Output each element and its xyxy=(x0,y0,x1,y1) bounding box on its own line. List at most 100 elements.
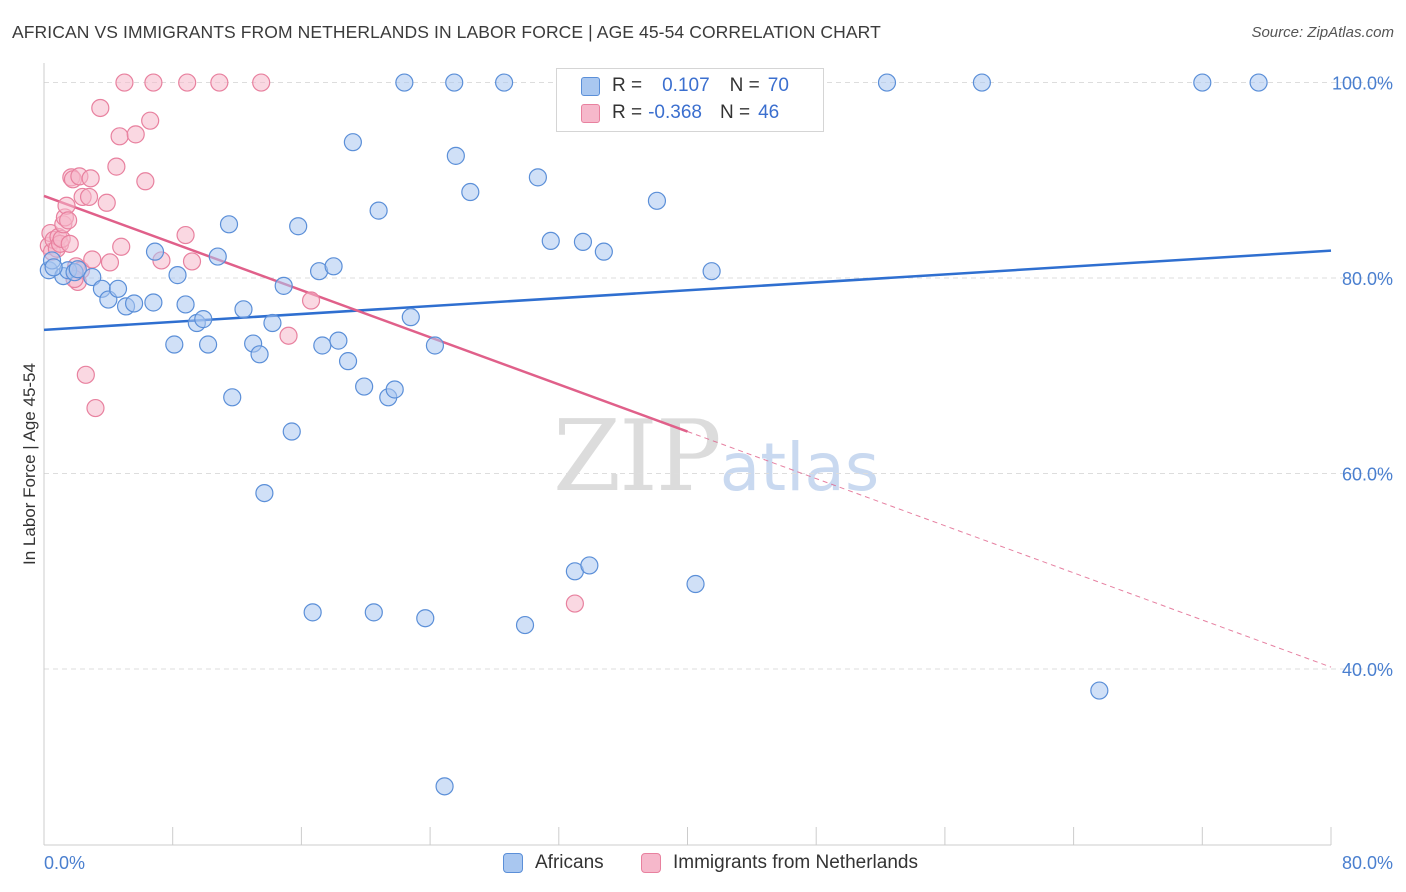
point-african xyxy=(124,294,144,313)
point-netherlands xyxy=(301,291,321,310)
point-netherlands xyxy=(210,73,229,92)
legend-n-value: 46 xyxy=(758,102,780,123)
point-african xyxy=(176,295,195,314)
point-african xyxy=(355,377,374,396)
point-african xyxy=(647,191,667,210)
point-african xyxy=(338,352,358,371)
point-african xyxy=(144,293,163,312)
point-african xyxy=(446,146,465,165)
legend-row-netherlands: R = -0.368 N = 46 xyxy=(581,100,779,126)
point-african xyxy=(324,257,343,276)
point-african xyxy=(686,574,705,594)
point-african xyxy=(972,73,992,92)
point-african xyxy=(68,260,87,279)
point-netherlands xyxy=(252,73,271,92)
point-african xyxy=(495,73,514,92)
point-netherlands xyxy=(115,73,134,92)
point-african xyxy=(364,603,383,622)
legend-swatch-blue xyxy=(581,76,600,96)
point-netherlands xyxy=(100,253,120,272)
point-african xyxy=(877,73,897,92)
legend-item-africans[interactable]: Africans xyxy=(503,852,604,874)
point-african xyxy=(219,215,239,234)
point-african xyxy=(194,310,213,329)
point-netherlands xyxy=(60,234,79,253)
point-african xyxy=(168,266,187,285)
point-african xyxy=(528,168,547,187)
point-african xyxy=(385,380,404,399)
y-axis-title: In Labor Force | Age 45-54 xyxy=(20,363,39,565)
watermark-atlas: atlas xyxy=(719,429,880,506)
point-african xyxy=(1249,73,1268,92)
point-african xyxy=(198,335,218,354)
point-african xyxy=(594,242,613,261)
point-african xyxy=(44,258,63,277)
point-african xyxy=(282,422,301,441)
correlation-legend: R = 0.107 N = 70 R = -0.368 N = 46 xyxy=(556,68,824,132)
legend-label-netherlands: Immigrants from Netherlands xyxy=(673,852,918,873)
legend-item-netherlands[interactable]: Immigrants from Netherlands xyxy=(641,852,918,874)
label-layer: 40.0% 60.0% 80.0% 100.0% 0.0% 80.0% In Labor F… xyxy=(20,74,1393,873)
point-african xyxy=(416,609,435,628)
point-african xyxy=(1193,73,1212,92)
point-netherlands xyxy=(79,187,99,207)
points-layer xyxy=(39,73,1268,796)
legend-swatch-netherlands xyxy=(641,853,661,873)
y-tick-label: 80.0% xyxy=(1342,269,1393,289)
point-african xyxy=(255,484,274,503)
point-african xyxy=(541,231,560,251)
watermark: ZIPatlas xyxy=(553,400,879,514)
point-african xyxy=(395,73,414,92)
point-african xyxy=(515,615,535,635)
legend-n-label: N = xyxy=(719,102,751,123)
point-african xyxy=(289,217,308,236)
point-african xyxy=(401,308,420,327)
trendline-netherlands xyxy=(43,194,688,433)
series-legend: Africans Immigrants from Netherlands xyxy=(0,852,1406,878)
point-netherlands xyxy=(144,73,163,92)
chart-source: Source: ZipAtlas.com xyxy=(1251,24,1394,41)
chart-title: AFRICAN VS IMMIGRANTS FROM NETHERLANDS I… xyxy=(12,22,881,42)
point-african xyxy=(223,388,242,407)
point-netherlands xyxy=(97,193,116,212)
watermark-zip: ZIP xyxy=(553,400,722,514)
point-african xyxy=(145,242,165,261)
point-netherlands xyxy=(176,225,195,245)
point-netherlands xyxy=(141,111,160,130)
point-african xyxy=(108,279,128,298)
legend-n-value: 70 xyxy=(767,75,789,96)
point-netherlands xyxy=(83,250,102,269)
point-african xyxy=(425,336,445,355)
legend-swatch-africans xyxy=(503,853,523,873)
trendline-africans xyxy=(43,249,1332,332)
legend-r-value: 0.107 xyxy=(662,75,710,96)
legend-r-value: -0.368 xyxy=(648,102,702,123)
x-tick-label: 80.0% xyxy=(1342,853,1393,873)
point-netherlands xyxy=(110,127,129,146)
point-african xyxy=(702,262,721,281)
point-african xyxy=(208,247,227,266)
point-netherlands xyxy=(81,169,100,188)
point-netherlands xyxy=(178,73,197,92)
point-netherlands xyxy=(86,398,105,418)
point-african xyxy=(165,335,184,354)
point-african xyxy=(1090,681,1109,700)
point-netherlands xyxy=(91,98,110,118)
point-netherlands xyxy=(565,594,584,613)
point-netherlands xyxy=(59,211,78,230)
legend-n-label: N = xyxy=(729,75,760,96)
point-african xyxy=(303,603,322,622)
legend-label-africans: Africans xyxy=(535,852,604,873)
trend-layer xyxy=(43,194,1332,668)
point-african xyxy=(369,201,388,220)
point-african xyxy=(445,73,464,92)
point-african xyxy=(580,556,599,575)
x-tick-label: 0.0% xyxy=(44,853,85,873)
point-netherlands xyxy=(112,237,131,256)
point-african xyxy=(234,300,253,319)
y-tick-label: 60.0% xyxy=(1342,465,1393,485)
point-netherlands xyxy=(126,125,145,144)
point-african xyxy=(343,133,362,152)
trendline-netherlands-extension xyxy=(687,431,1332,668)
